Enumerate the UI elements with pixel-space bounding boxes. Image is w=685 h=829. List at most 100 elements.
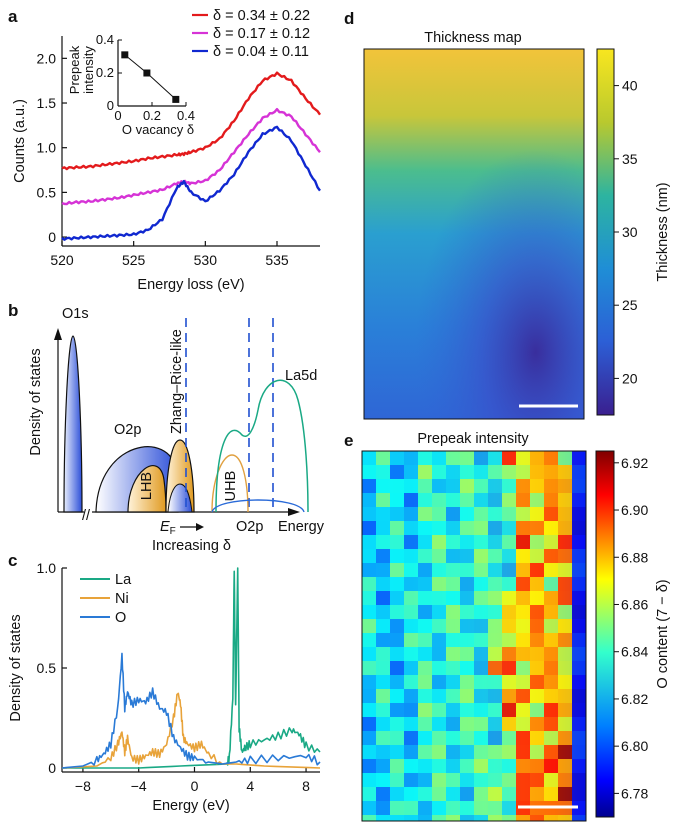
a-x-tick-label: 535 xyxy=(265,252,289,268)
prepeak-pixel xyxy=(362,731,376,745)
prepeak-pixel xyxy=(558,787,572,801)
prepeak-pixel xyxy=(530,591,544,605)
prepeak-pixel xyxy=(474,451,488,465)
prepeak-pixel xyxy=(446,801,460,815)
prepeak-pixel xyxy=(516,703,530,717)
prepeak-pixel xyxy=(418,633,432,647)
prepeak-pixel xyxy=(404,563,418,577)
uhb-label: UHB xyxy=(223,471,239,502)
prepeak-pixel xyxy=(404,703,418,717)
prepeak-pixel xyxy=(362,675,376,689)
prepeak-pixel xyxy=(460,605,474,619)
prepeak-pixel xyxy=(530,619,544,633)
prepeak-pixel xyxy=(474,703,488,717)
a-y-label: Counts (a.u.) xyxy=(12,99,28,183)
prepeak-pixel xyxy=(572,507,586,521)
zhang-rice-label: Zhang–Rice-like xyxy=(169,329,185,434)
prepeak-pixel xyxy=(488,801,502,815)
prepeak-pixel xyxy=(558,745,572,759)
prepeak-pixel xyxy=(502,605,516,619)
prepeak-pixel xyxy=(446,577,460,591)
prepeak-pixel xyxy=(530,717,544,731)
prepeak-pixel xyxy=(376,759,390,773)
prepeak-pixel xyxy=(376,787,390,801)
prepeak-pixel xyxy=(446,493,460,507)
prepeak-pixel xyxy=(488,591,502,605)
prepeak-pixel xyxy=(502,465,516,479)
prepeak-pixel xyxy=(460,731,474,745)
a-series-line xyxy=(61,107,321,206)
prepeak-pixel xyxy=(544,605,558,619)
prepeak-pixel xyxy=(362,745,376,759)
a-y-tick-label: 2.0 xyxy=(37,50,57,66)
c-x-tick-label: −4 xyxy=(131,778,147,794)
prepeak-pixel xyxy=(390,675,404,689)
prepeak-pixel xyxy=(446,521,460,535)
thickness-map-frame xyxy=(363,48,585,420)
a-legend: δ = 0.34 ± 0.22 δ = 0.17 ± 0.12 δ = 0.04… xyxy=(192,8,310,60)
prepeak-pixel xyxy=(432,731,446,745)
e-colorbar-tick-label: 6.88 xyxy=(621,549,648,565)
prepeak-pixel xyxy=(516,815,530,821)
prepeak-pixel xyxy=(572,815,586,821)
prepeak-pixel xyxy=(544,507,558,521)
la5d-label: La5d xyxy=(285,368,317,384)
prepeak-pixel xyxy=(530,815,544,821)
prepeak-pixel xyxy=(390,521,404,535)
prepeak-pixel xyxy=(418,759,432,773)
prepeak-pixel xyxy=(544,493,558,507)
prepeak-pixel xyxy=(558,675,572,689)
e-colorbar-tick-label: 6.92 xyxy=(621,455,648,471)
prepeak-pixel xyxy=(432,451,446,465)
d-colorbar-tick-label: 30 xyxy=(622,224,638,240)
prepeak-pixel xyxy=(572,703,586,717)
prepeak-pixel xyxy=(390,647,404,661)
prepeak-pixel xyxy=(404,731,418,745)
prepeak-pixel xyxy=(530,507,544,521)
prepeak-pixel xyxy=(362,535,376,549)
c-legend: La Ni O xyxy=(80,572,132,626)
a-y-tick-label: 1.0 xyxy=(37,140,57,156)
panel-a-spectra: 520 525 530 535 0 0.5 1.0 1.5 2.0 Energy loss (e… xyxy=(12,8,321,293)
prepeak-pixel xyxy=(558,759,572,773)
prepeak-pixel xyxy=(502,815,516,821)
prepeak-pixel xyxy=(376,689,390,703)
prepeak-pixel xyxy=(572,619,586,633)
prepeak-pixel xyxy=(558,535,572,549)
prepeak-pixel xyxy=(460,619,474,633)
prepeak-pixel xyxy=(488,493,502,507)
prepeak-pixel xyxy=(488,717,502,731)
prepeak-pixel xyxy=(362,689,376,703)
prepeak-pixel xyxy=(404,745,418,759)
prepeak-pixel xyxy=(432,787,446,801)
prepeak-pixel xyxy=(418,801,432,815)
prepeak-pixel xyxy=(432,493,446,507)
ef-arrowhead xyxy=(196,523,204,531)
c-x-tick-label: −8 xyxy=(75,778,91,794)
prepeak-pixel xyxy=(488,521,502,535)
prepeak-pixel xyxy=(488,619,502,633)
prepeak-pixel xyxy=(404,619,418,633)
prepeak-pixel xyxy=(404,801,418,815)
prepeak-pixel xyxy=(502,661,516,675)
prepeak-pixel xyxy=(376,745,390,759)
prepeak-pixel xyxy=(502,731,516,745)
prepeak-pixel xyxy=(460,633,474,647)
prepeak-pixel xyxy=(404,535,418,549)
prepeak-pixel xyxy=(390,563,404,577)
prepeak-pixel xyxy=(362,661,376,675)
prepeak-pixel xyxy=(460,717,474,731)
la5d-band xyxy=(215,379,309,513)
prepeak-pixel xyxy=(530,605,544,619)
prepeak-pixel xyxy=(516,717,530,731)
prepeak-pixel xyxy=(362,563,376,577)
prepeak-pixel xyxy=(572,521,586,535)
prepeak-pixel xyxy=(572,647,586,661)
o1s-label: O1s xyxy=(62,306,89,322)
inset-y-tick-label: 0.2 xyxy=(96,65,114,80)
a-inset: 0 0.2 0.4 0 0.2 0.4 Prepeak intensity O vacan… xyxy=(67,32,195,137)
prepeak-pixel xyxy=(516,773,530,787)
prepeak-pixel xyxy=(558,633,572,647)
o2p-bottom-label: O2p xyxy=(236,519,263,535)
prepeak-pixel xyxy=(530,787,544,801)
